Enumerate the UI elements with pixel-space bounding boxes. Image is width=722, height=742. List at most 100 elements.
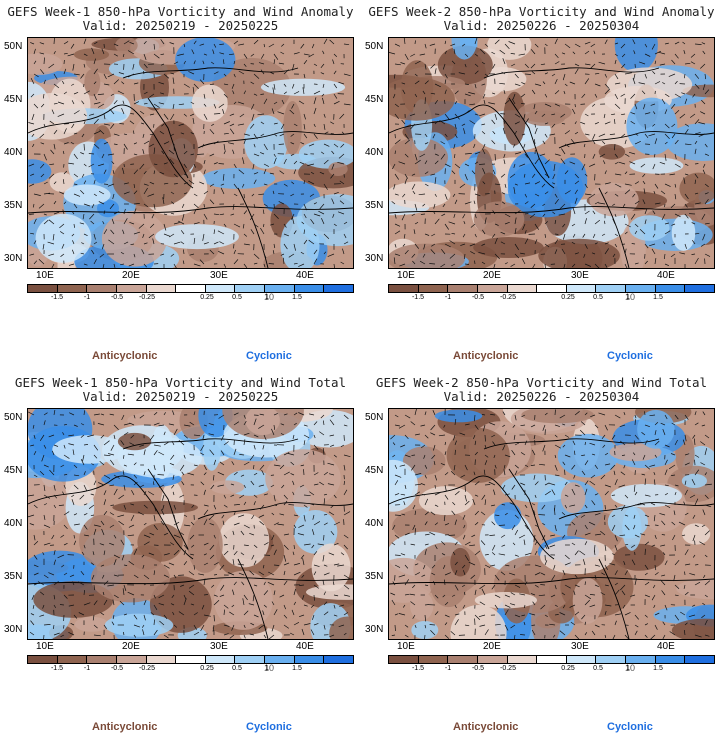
colorbar-swatch <box>28 285 58 292</box>
anticyclonic-label: Anticyclonic <box>92 350 158 362</box>
colorbar-swatch <box>294 656 325 663</box>
colorbar-tick-label: 0.25 <box>200 294 214 301</box>
colorbar-tick-label: 1 <box>265 665 269 672</box>
colorbar-swatch <box>507 656 538 663</box>
colorbar-swatch <box>626 285 656 292</box>
colorbar-swatch <box>626 656 656 663</box>
latitude-label: 40N <box>4 518 23 529</box>
longitude-label: 10E <box>36 641 54 652</box>
latitude-label: 35N <box>365 200 384 211</box>
colorbar-tick-label: 0.25 <box>200 665 214 672</box>
colorbar-swatch <box>655 285 686 292</box>
latitude-label: 45N <box>4 465 23 476</box>
latitude-label: 30N <box>365 253 384 264</box>
colorbar-tick-label: -0.5 <box>471 665 485 672</box>
colorbar-swatch <box>477 656 508 663</box>
longitude-label: 10E <box>397 270 415 281</box>
cyclonic-label: Cyclonic <box>607 350 653 362</box>
colorbar-tick-label: -1 <box>444 665 452 672</box>
colorbar-swatch <box>205 656 236 663</box>
colorbar-swatch <box>655 656 686 663</box>
colorbar-tick-label: -0.5 <box>110 665 124 672</box>
colorbar-tick-label: -1 <box>83 294 91 301</box>
colorbar-swatch <box>265 285 295 292</box>
latitude-label: 45N <box>365 465 384 476</box>
vorticity-map <box>388 408 715 640</box>
colorbar-tick-label: -1 <box>444 294 452 301</box>
colorbar-swatch <box>389 656 419 663</box>
vorticity-map <box>388 37 715 269</box>
longitude-label: 40E <box>296 641 314 652</box>
colorbar-tick-label: -1.5 <box>411 294 425 301</box>
latitude-label: 40N <box>365 518 384 529</box>
colorbar-swatch <box>685 285 715 292</box>
colorbar-swatch <box>389 285 419 292</box>
colorbar-swatch <box>28 656 58 663</box>
longitude-label: 20E <box>122 641 140 652</box>
colorbar-swatch <box>294 285 325 292</box>
latitude-label: 50N <box>365 41 384 52</box>
latitude-label: 35N <box>4 571 23 582</box>
latitude-label: 50N <box>4 412 23 423</box>
longitude-label: 20E <box>483 270 501 281</box>
colorbar-tick-label: -1 <box>83 665 91 672</box>
colorbar-tick-label: 0.5 <box>232 294 242 301</box>
colorbar-tick-label: 1.5 <box>653 294 663 301</box>
panel-title: GEFS Week-1 850-hPa Vorticity and Wind A… <box>7 4 354 19</box>
colorbar <box>27 655 354 664</box>
panel-title: GEFS Week-2 850-hPa Vorticity and Wind T… <box>375 375 708 390</box>
colorbar-swatch <box>477 285 508 292</box>
colorbar-swatch <box>235 285 266 292</box>
latitude-label: 40N <box>365 147 384 158</box>
cyclonic-label: Cyclonic <box>607 721 653 733</box>
colorbar-swatch <box>176 285 206 292</box>
panel-valid-dates: Valid: 20250226 - 20250304 <box>443 389 640 404</box>
colorbar-tick-label: 0.25 <box>561 665 575 672</box>
colorbar-swatch <box>324 285 354 292</box>
latitude-label: 50N <box>4 41 23 52</box>
map-panel: GEFS Week-2 850-hPa Vorticity and Wind T… <box>361 371 722 742</box>
latitude-label: 45N <box>4 94 23 105</box>
latitude-label: 35N <box>4 200 23 211</box>
colorbar-swatch <box>146 285 177 292</box>
latitude-label: 30N <box>4 253 23 264</box>
longitude-label: 30E <box>210 641 228 652</box>
colorbar-tick-label: -1.5 <box>50 294 64 301</box>
colorbar-swatch <box>537 656 567 663</box>
colorbar-swatch <box>116 285 147 292</box>
colorbar <box>27 284 354 293</box>
colorbar-swatch <box>87 656 117 663</box>
colorbar-tick-label: 1.5 <box>292 294 302 301</box>
colorbar-swatch <box>235 656 266 663</box>
colorbar <box>388 284 715 293</box>
colorbar-swatch <box>566 656 597 663</box>
colorbar-tick-label: -0.25 <box>500 665 516 672</box>
longitude-label: 30E <box>210 270 228 281</box>
colorbar-swatch <box>685 656 715 663</box>
colorbar-swatch <box>537 285 567 292</box>
longitude-label: 10E <box>397 641 415 652</box>
colorbar-tick-label: -0.25 <box>139 294 155 301</box>
colorbar-swatch <box>57 285 88 292</box>
panel-valid-dates: Valid: 20250226 - 20250304 <box>443 18 640 33</box>
longitude-label: 20E <box>122 270 140 281</box>
panel-title: GEFS Week-2 850-hPa Vorticity and Wind A… <box>368 4 715 19</box>
longitude-label: 20E <box>483 641 501 652</box>
anticyclonic-label: Anticyclonic <box>92 721 158 733</box>
map-panel: GEFS Week-1 850-hPa Vorticity and Wind T… <box>0 371 361 742</box>
colorbar-swatch <box>448 285 478 292</box>
colorbar-tick-label: -0.25 <box>139 665 155 672</box>
colorbar-unit: 10 <box>625 663 636 673</box>
latitude-label: 30N <box>365 624 384 635</box>
colorbar-swatch <box>57 656 88 663</box>
colorbar-swatch <box>566 285 597 292</box>
colorbar-tick-label: 1 <box>265 294 269 301</box>
colorbar-swatch <box>448 656 478 663</box>
latitude-label: 50N <box>365 412 384 423</box>
colorbar-unit: 10 <box>264 292 275 302</box>
colorbar-tick-label: 0.5 <box>593 294 603 301</box>
colorbar-swatch <box>265 656 295 663</box>
anticyclonic-label: Anticyclonic <box>453 721 519 733</box>
colorbar-swatch <box>596 656 627 663</box>
panel-title: GEFS Week-1 850-hPa Vorticity and Wind T… <box>14 375 347 390</box>
